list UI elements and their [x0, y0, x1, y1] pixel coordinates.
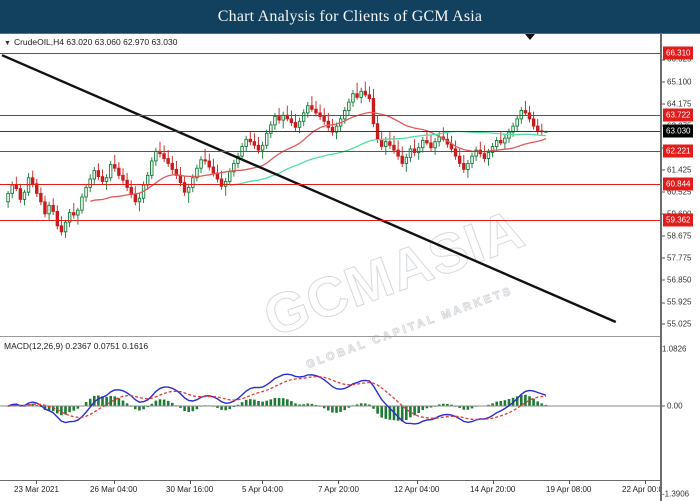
- price-tick: 61.425: [662, 166, 691, 175]
- time-tick-label: 7 Apr 20:00: [318, 480, 359, 494]
- current-price-label: 63.030: [663, 124, 694, 138]
- chart-top-marker: [525, 34, 535, 40]
- price-axis-line: [660, 34, 662, 501]
- time-tick-label: 30 Mar 16:00: [166, 480, 213, 494]
- price-tick: 55.925: [662, 298, 691, 307]
- macd-zero-label: 0.00: [662, 402, 683, 411]
- level-line: [0, 114, 660, 116]
- price-tick: 66.025: [662, 55, 691, 64]
- price-tick: 57.775: [662, 253, 691, 262]
- symbol-info-text: CrudeOIL,H4 63.020 63.060 62.970 63.030: [13, 37, 178, 47]
- time-tick-label: 19 Apr 08:00: [546, 480, 591, 494]
- level-line: [0, 183, 660, 185]
- macd-panel-svg: [0, 373, 660, 425]
- time-tick-label: 23 Mar 2021: [14, 480, 59, 494]
- time-tick-label: 5 Apr 04:00: [242, 480, 283, 494]
- price-axis[interactable]: 66.02565.10064.17563.27562.35061.42560.5…: [662, 34, 700, 501]
- ma-fast-line: [90, 111, 547, 202]
- time-tick-label: 12 Apr 04:00: [394, 480, 439, 494]
- price-level-label: 59.362: [663, 213, 694, 227]
- time-tick-label: 14 Apr 20:00: [470, 480, 515, 494]
- time-axis: 23 Mar 2021 26 Mar 04:00 30 Mar 16:00 5 Apr…: [0, 480, 660, 501]
- candlestick-series: [6, 81, 548, 238]
- trendline: [1, 54, 617, 324]
- price-tick: 56.850: [662, 275, 691, 284]
- symbol-info-bar: ▼ CrudeOIL,H4 63.020 63.060 62.970 63.030: [4, 37, 177, 47]
- macd-signal-line: [8, 376, 546, 421]
- level-line: [0, 52, 660, 54]
- time-tick-label: 22 Apr 00:00: [622, 480, 660, 494]
- page-title: Chart Analysis for Clients of GCM Asia: [217, 7, 483, 25]
- macd-histogram: [6, 394, 548, 422]
- price-tick: 55.025: [662, 319, 691, 328]
- price-tick: 60.525: [662, 187, 691, 196]
- price-tick: 64.175: [662, 99, 691, 108]
- chart-frame: ▼ CrudeOIL,H4 63.020 63.060 62.970 63.030…: [0, 33, 700, 501]
- time-tick-label: 26 Mar 04:00: [90, 480, 137, 494]
- subwindow-separator: [0, 336, 660, 337]
- price-level-label: 60.844: [663, 177, 694, 191]
- title-bar: Chart Analysis for Clients of GCM Asia: [0, 0, 700, 33]
- chart-plot-area[interactable]: ▼ CrudeOIL,H4 63.020 63.060 62.970 63.030…: [0, 34, 660, 501]
- price-tick: 58.675: [662, 232, 691, 241]
- macd-line: [7, 373, 547, 425]
- macd-top-label: 1.0826: [662, 344, 687, 354]
- macd-bottom-label: -1.3906: [662, 489, 690, 499]
- price-level-label: 63.722: [663, 108, 694, 122]
- price-level-label: 66.310: [663, 46, 694, 60]
- level-line: [0, 219, 660, 221]
- ma-slow-line: [229, 130, 546, 186]
- macd-info-bar: MACD(12,26,9) 0.2367 0.0751 0.1616: [4, 341, 149, 351]
- price-tick: 65.100: [662, 77, 691, 86]
- caret-down-icon[interactable]: ▼: [4, 40, 11, 47]
- level-line: [0, 131, 660, 133]
- price-level-label: 62.221: [663, 144, 694, 158]
- price-panel-svg: [1, 54, 617, 324]
- level-line: [0, 150, 660, 152]
